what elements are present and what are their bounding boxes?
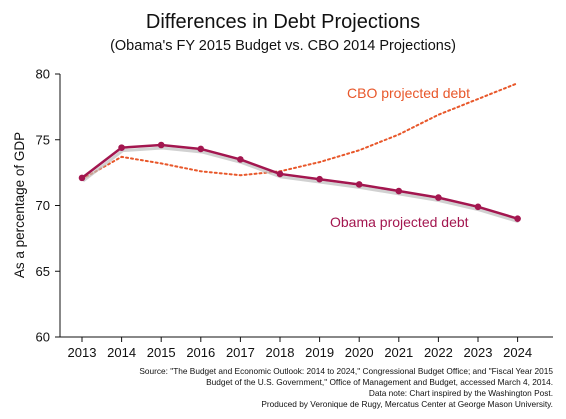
obama-data-point	[514, 215, 521, 222]
obama-data-point	[474, 203, 482, 211]
obama-data-point	[78, 174, 86, 182]
x-tick-label: 2013	[68, 345, 97, 360]
x-tick-label: 2017	[226, 345, 255, 360]
x-tick-label: 2014	[107, 345, 136, 360]
y-axis-label: As a percentage of GDP	[12, 132, 27, 278]
x-tick-label: 2020	[345, 345, 374, 360]
x-tick-label: 2022	[424, 345, 453, 360]
cbo-series-label: CBO projected debt	[347, 85, 470, 101]
obama-line-shadow	[82, 146, 520, 224]
chart-subtitle: (Obama's FY 2015 Budget vs. CBO 2014 Pro…	[110, 38, 456, 54]
obama-data-point	[435, 194, 442, 201]
obama-data-point	[395, 187, 403, 195]
obama-data-point	[237, 156, 244, 163]
y-tick-label: 80	[36, 67, 50, 82]
chart-title: Differences in Debt Projections	[146, 11, 420, 33]
y-tick-label: 70	[36, 198, 50, 213]
y-tick-group: 80 75 70 65 60	[36, 67, 60, 345]
x-tick-label: 2023	[464, 345, 493, 360]
x-tick-label: 2015	[147, 345, 176, 360]
source-line-3: Data note: Chart inspired by the Washing…	[369, 388, 553, 398]
x-tick-label: 2019	[305, 345, 334, 360]
x-tick-label: 2021	[384, 345, 413, 360]
y-tick-label: 65	[36, 264, 50, 279]
obama-data-point	[157, 141, 165, 149]
obama-data-point	[197, 145, 205, 153]
obama-data-point	[355, 181, 363, 188]
obama-data-point	[118, 144, 125, 151]
source-note: Source: "The Budget and Economic Outlook…	[139, 366, 553, 409]
source-line-1: Source: "The Budget and Economic Outlook…	[139, 366, 553, 376]
source-line-2: Budget of the U.S. Government," Office o…	[206, 377, 553, 387]
y-tick-label: 60	[36, 330, 50, 345]
y-tick-label: 75	[36, 132, 50, 147]
series-layer	[78, 82, 521, 224]
obama-projected-debt-line	[81, 143, 518, 220]
x-tick-label: 2018	[266, 345, 295, 360]
cbo-projected-debt-line	[81, 82, 519, 181]
x-tick-label: 2024	[503, 345, 532, 360]
obama-data-point	[316, 175, 323, 183]
x-tick-group: 2013 2014 2015 2016 2017 2018 2019 2020 2021 2022…	[68, 337, 532, 360]
source-line-4: Produced by Veronique de Rugy, Mercatus …	[261, 399, 553, 409]
obama-data-point	[276, 170, 284, 178]
obama-series-label: Obama projected debt	[330, 214, 469, 230]
x-tick-label: 2016	[186, 345, 215, 360]
